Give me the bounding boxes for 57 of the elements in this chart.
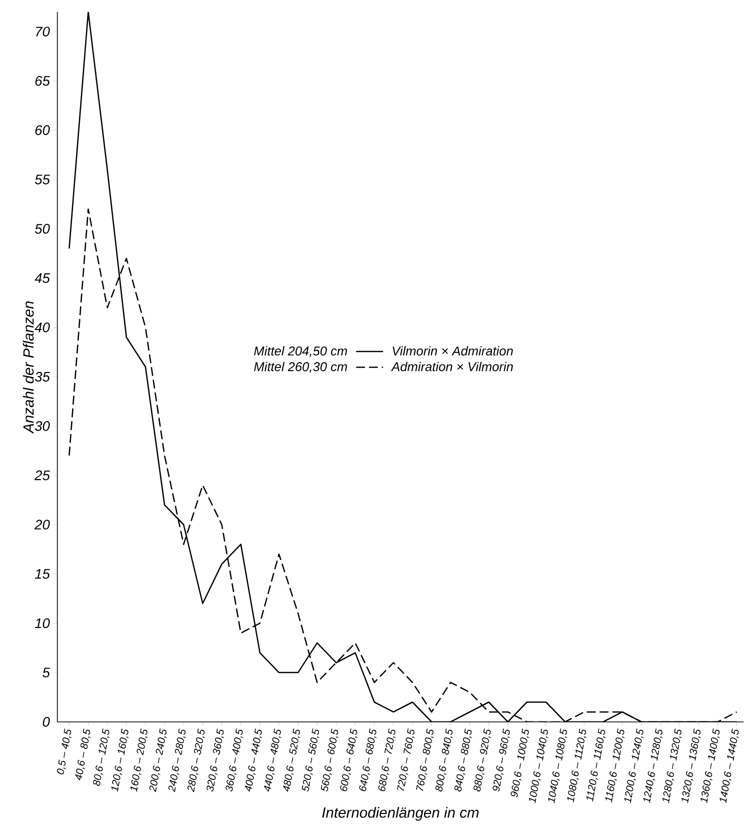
x-tick-label: 1360,6 – 1400,5: [700, 728, 720, 804]
x-tick-label: 1200,6 – 1240,5: [624, 728, 644, 804]
x-tick-label: 280,6 – 320,5: [188, 728, 206, 792]
x-tick-label: 1000,6 – 1040,5: [529, 728, 548, 804]
x-tick-label: 1320,6 – 1360,5: [682, 728, 702, 804]
x-tick-label: 1160,6 – 1200,5: [606, 728, 625, 802]
x-tick-label: 920,6 – 960,5: [492, 728, 510, 792]
annotation: Mittel 204,50 cm: [254, 346, 348, 358]
x-tick-label: 320,6 – 360,5: [206, 728, 224, 792]
x-tick-label: 400,6 – 440,5: [245, 728, 262, 792]
x-tick-label: 880,6 – 920,5: [474, 728, 492, 792]
x-tick-label: 0,5 – 40,5: [57, 728, 72, 774]
x-tick-label: 1080,6 – 1120,5: [567, 728, 587, 802]
x-tick-label: 120,6 – 160,5: [112, 728, 129, 792]
x-tick-label: 1280,6 – 1320,5: [662, 728, 682, 804]
y-tick-label: 10: [35, 618, 50, 628]
y-tick-label: 55: [35, 174, 50, 184]
x-tick-label: 960,6 – 1000,5: [510, 728, 530, 798]
x-axis-title: Internodienlängen in cm: [322, 806, 479, 821]
x-tick-label: 360,6 – 400,5: [226, 728, 244, 792]
y-tick-label: 70: [36, 26, 50, 36]
x-tick-label: 640,6 – 680,5: [359, 728, 377, 792]
y-tick-label: 5: [42, 668, 50, 678]
y-tick-label: 65: [36, 76, 50, 86]
x-tick-label: 240,6 – 280,5: [168, 728, 186, 792]
x-tick-label: 720,6 – 760,5: [397, 728, 415, 791]
y-tick-label: 50: [35, 224, 50, 234]
x-tick-label: 520,6 – 560,5: [302, 728, 320, 792]
x-tick-label: 1240,6 – 1280,5: [644, 728, 663, 804]
y-tick-label: 35: [35, 372, 50, 382]
x-tick-label: 1120,6 – 1160,5: [586, 728, 606, 802]
x-tick-label: 560,6 – 600,5: [321, 728, 339, 792]
x-tick-label: 1040,6 – 1080,5: [548, 728, 568, 804]
y-tick-label: 0: [43, 716, 50, 727]
y-tick-label: 25: [34, 470, 50, 480]
x-tick-label: 40,6 – 80,5: [76, 728, 91, 780]
x-tick-label: 440,6 – 480,5: [264, 728, 282, 792]
x-tick-label: 800,6 – 840,5: [436, 728, 454, 792]
x-tick-label: 480,6 – 520,5: [283, 728, 301, 792]
y-tick-label: 20: [34, 520, 50, 530]
x-tick-label: 760,6 – 800,5: [416, 728, 434, 791]
y-tick-label: 40: [34, 322, 50, 332]
x-tick-label: 1400,6 – 1440,5: [720, 728, 740, 804]
x-tick-label: 200,6 – 240,5: [150, 728, 168, 792]
x-tick-label: 680,6 – 720,5: [378, 728, 396, 792]
x-tick-label: 840,6 – 880,5: [454, 728, 472, 792]
x-tick-label: 600,6 – 640,5: [340, 728, 358, 792]
y-tick-label: 15: [35, 569, 50, 579]
legend-label: Admiration × Vilmorin: [391, 362, 514, 372]
x-tick-label: 160,6 – 200,5: [130, 728, 148, 792]
y-tick-label: 30: [35, 421, 50, 431]
y-tick-label: 60: [36, 125, 50, 136]
legend-label: Vilmorin × Admiration: [392, 346, 514, 356]
x-tick-label: 80,6 – 120,5: [93, 728, 110, 786]
y-axis-title: Anzahl der Pflanzen: [23, 301, 34, 434]
annotation: Mittel 260,30 cm: [254, 362, 348, 373]
y-tick-label: 45: [34, 273, 50, 283]
